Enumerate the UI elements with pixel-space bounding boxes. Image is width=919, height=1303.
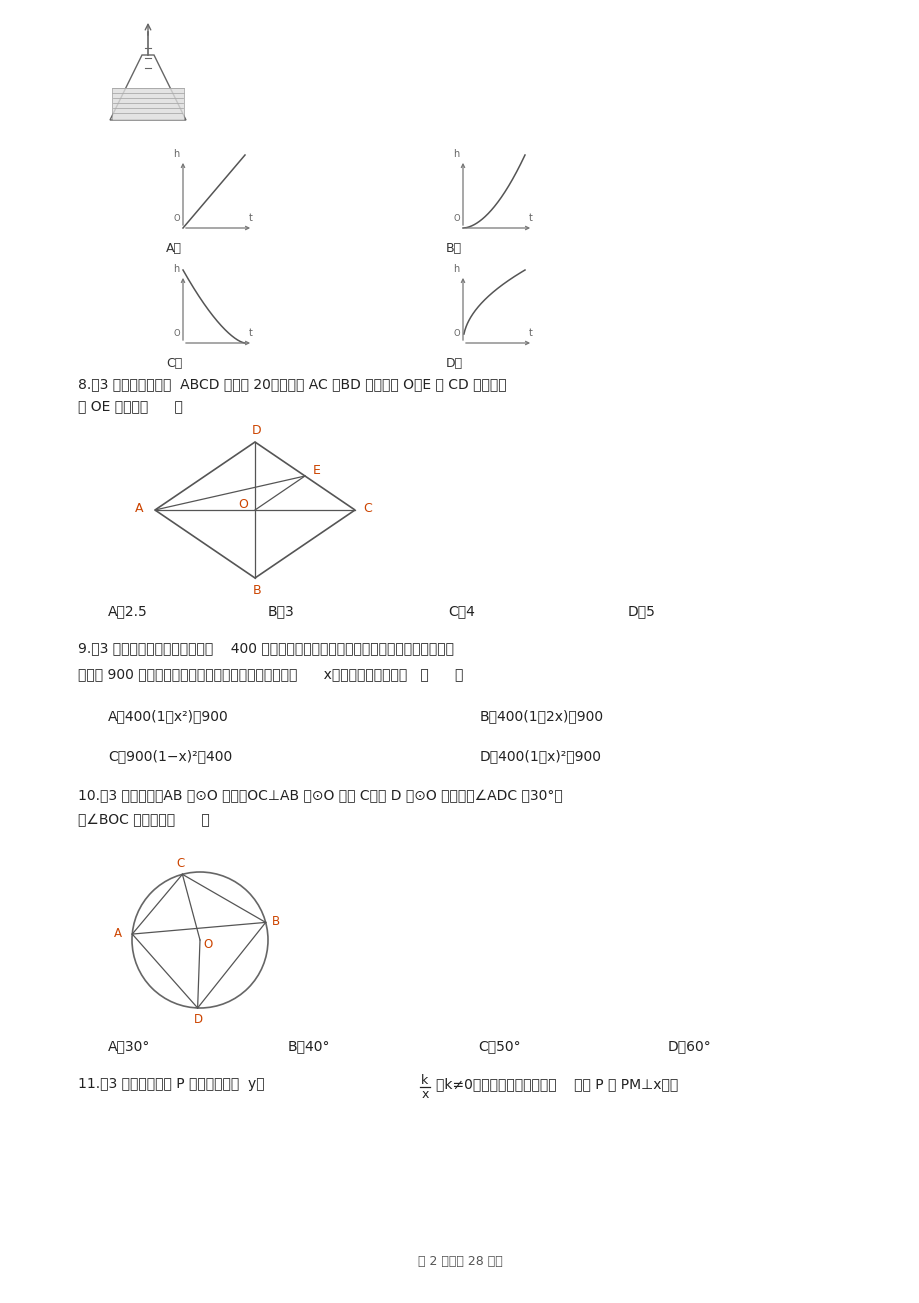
Text: O: O	[174, 214, 180, 223]
Text: O: O	[174, 328, 180, 337]
Text: B．: B．	[446, 242, 461, 255]
Text: C: C	[363, 502, 372, 515]
Text: C．900(1−x)²＝400: C．900(1−x)²＝400	[108, 749, 232, 764]
Text: 第 2 页（共 28 页）: 第 2 页（共 28 页）	[417, 1255, 502, 1268]
Text: 则∠BOC 的度数为（      ）: 则∠BOC 的度数为（ ）	[78, 813, 210, 827]
Polygon shape	[112, 89, 184, 120]
Text: t: t	[249, 212, 253, 223]
Text: x: x	[421, 1088, 428, 1101]
Text: （k≠0）的图象上任意一点，    过点 P 作 PM⊥x轴，: （k≠0）的图象上任意一点， 过点 P 作 PM⊥x轴，	[436, 1078, 677, 1091]
Text: D．60°: D．60°	[667, 1038, 711, 1053]
Text: C．4: C．4	[448, 605, 474, 618]
Text: B．40°: B．40°	[288, 1038, 330, 1053]
Text: B．400(1＋2x)＝900: B．400(1＋2x)＝900	[480, 709, 604, 723]
Text: A．: A．	[165, 242, 182, 255]
Text: t: t	[528, 328, 532, 337]
Text: B: B	[271, 915, 279, 928]
Text: h: h	[452, 149, 459, 159]
Text: A．400(1＋x²)＝900: A．400(1＋x²)＝900	[108, 709, 229, 723]
Text: B．3: B．3	[267, 605, 294, 618]
Text: 11.（3 分）如图，点 P 是反比例函数  y＝: 11.（3 分）如图，点 P 是反比例函数 y＝	[78, 1078, 265, 1091]
Text: A: A	[134, 502, 143, 515]
Text: D．5: D．5	[628, 605, 655, 618]
Polygon shape	[110, 55, 186, 120]
Text: h: h	[173, 149, 179, 159]
Text: 8.（3 分）如图，菱形  ABCD 周长为 20，对角线 AC 、BD 相交于点 O，E 是 CD 的中点，: 8.（3 分）如图，菱形 ABCD 周长为 20，对角线 AC 、BD 相交于点…	[78, 377, 506, 391]
Text: t: t	[249, 328, 253, 337]
Text: O: O	[238, 499, 247, 512]
Text: h: h	[452, 265, 459, 274]
Text: D: D	[194, 1014, 203, 1027]
Text: D．400(1＋x)²＝900: D．400(1＋x)²＝900	[480, 749, 601, 764]
Text: D．: D．	[446, 357, 462, 370]
Text: C: C	[176, 857, 185, 870]
Text: 10.（3 分）如图，AB 是⊙O 的弦，OC⊥AB 交⊙O 于点 C，点 D 是⊙O 上一点，∠ADC ＝30°，: 10.（3 分）如图，AB 是⊙O 的弦，OC⊥AB 交⊙O 于点 C，点 D …	[78, 790, 562, 803]
Text: C．50°: C．50°	[478, 1038, 520, 1053]
Text: 则 OE 的长是（      ）: 则 OE 的长是（ ）	[78, 399, 183, 413]
Text: A．30°: A．30°	[108, 1038, 150, 1053]
Text: A: A	[114, 926, 122, 939]
Text: B: B	[253, 584, 261, 597]
Text: k: k	[421, 1075, 428, 1088]
Text: h: h	[173, 265, 179, 274]
Text: O: O	[203, 937, 212, 950]
Text: 量达到 900 万部，求月平均增长率．设月平均增长率为      x，根据题意列方程为   （      ）: 量达到 900 万部，求月平均增长率．设月平均增长率为 x，根据题意列方程为 （…	[78, 667, 463, 681]
Text: D: D	[252, 423, 262, 437]
Polygon shape	[154, 442, 355, 579]
Text: O: O	[453, 328, 460, 337]
Text: A．2.5: A．2.5	[108, 605, 148, 618]
Text: C．: C．	[165, 357, 182, 370]
Text: 9.（3 分）某品牌手机三月份销售    400 万部，四月份、五月份销售量连续增长，五月份销售: 9.（3 分）某品牌手机三月份销售 400 万部，四月份、五月份销售量连续增长，…	[78, 641, 453, 655]
Text: E: E	[312, 464, 321, 477]
Text: t: t	[528, 212, 532, 223]
Text: O: O	[453, 214, 460, 223]
